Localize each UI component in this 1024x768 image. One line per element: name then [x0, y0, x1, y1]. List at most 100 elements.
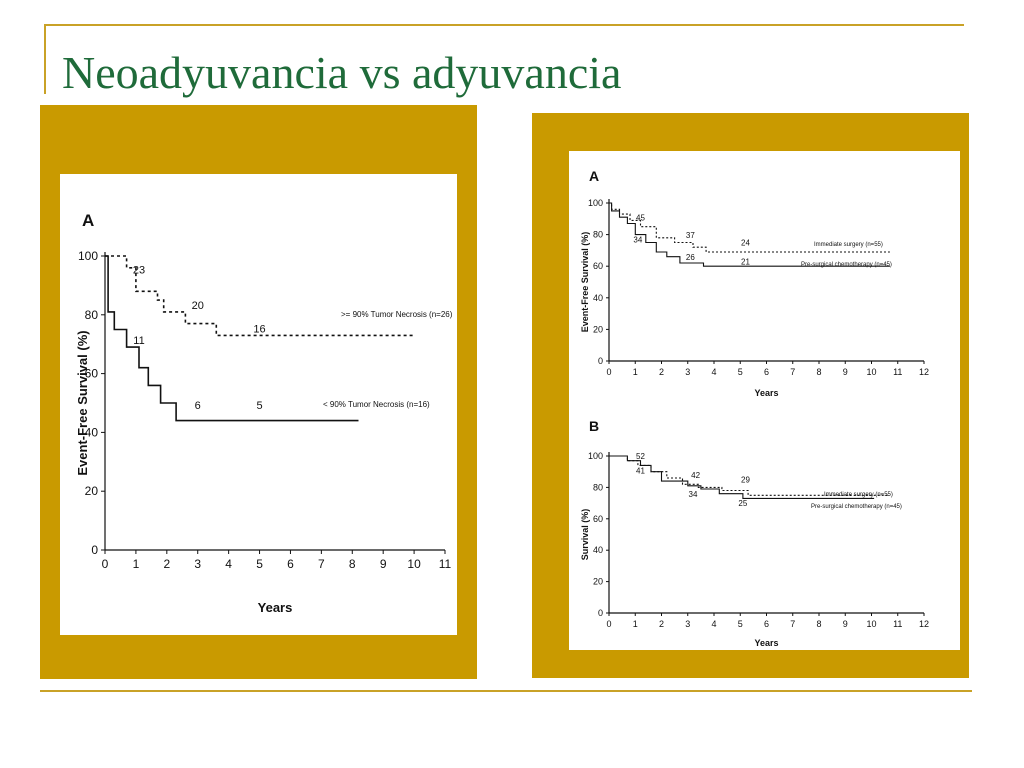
chart-tumor-necrosis: A0 1 2 3 4 5 6 7 8 9 10 11020406080100YearsEvent-Fr… — [75, 211, 453, 615]
at-risk-count: 42 — [691, 471, 700, 480]
right-figure-card: A 0 1 2 3 4 5 6 7 8 9 10 11 12 0 20 40 60 80 100 Years Event-… — [569, 151, 960, 650]
at-risk-count: 34 — [689, 490, 698, 499]
y-tick-label: 100 — [78, 249, 98, 263]
y-tick-label: 80 — [593, 482, 603, 492]
series-legend-label: Immediate surgery (n=55) — [824, 492, 893, 498]
at-risk-count: 25 — [738, 499, 747, 508]
y-tick-label: 0 — [598, 608, 603, 618]
x-tick-label: 9 — [380, 557, 387, 571]
at-risk-count: 11 — [133, 335, 144, 347]
panel-label: A — [589, 168, 599, 184]
top-accent-line — [44, 24, 964, 26]
series-legend-label: >= 90% Tumor Necrosis (n=26) — [341, 310, 453, 319]
x-tick-label: 5 — [738, 367, 743, 377]
x-tick-label: 1 — [133, 557, 140, 571]
series-legend-label: Pre-surgical chemotherapy (n=45) — [801, 262, 892, 268]
series-legend-label: Immediate surgery (n=55) — [814, 242, 883, 248]
x-tick-label: 7 — [790, 619, 795, 629]
series-legend-label: < 90% Tumor Necrosis (n=16) — [323, 400, 430, 409]
at-risk-count: 26 — [686, 253, 695, 262]
x-tick-label: 0 — [606, 619, 611, 629]
at-risk-count: 5 — [256, 400, 262, 412]
x-tick-label: 6 — [764, 619, 769, 629]
right-figure-panel: A 0 1 2 3 4 5 6 7 8 9 10 11 12 0 20 40 60 80 100 Years Event-… — [532, 113, 969, 678]
x-tick-label: 4 — [225, 557, 232, 571]
y-tick-label: 0 — [598, 356, 603, 366]
at-risk-count: 24 — [741, 239, 750, 248]
y-tick-label: 0 — [91, 543, 98, 557]
x-tick-label: 1 — [633, 619, 638, 629]
y-tick-label: 40 — [593, 545, 603, 555]
x-tick-label: 2 — [659, 367, 664, 377]
x-tick-label: 10 — [407, 557, 421, 571]
y-tick-label: 40 — [85, 425, 99, 439]
at-risk-count: 52 — [636, 452, 645, 461]
bottom-accent-line — [40, 690, 972, 692]
x-tick-label: 7 — [318, 557, 325, 571]
x-axis-label: Years — [754, 638, 778, 648]
y-tick-label: 20 — [593, 324, 603, 334]
x-tick-label: 12 — [919, 367, 929, 377]
y-tick-label: 60 — [593, 261, 603, 271]
slide-title: Neoadyuvancia vs adyuvancia — [62, 47, 622, 98]
x-tick-label: 3 — [685, 367, 690, 377]
x-tick-label: 3 — [685, 619, 690, 629]
at-risk-count: 20 — [192, 300, 204, 312]
series-line-solid — [609, 202, 890, 267]
x-tick-label: 8 — [816, 619, 821, 629]
y-tick-label: 100 — [588, 451, 603, 461]
at-risk-count: 34 — [633, 236, 642, 245]
x-tick-label: 11 — [893, 367, 902, 377]
x-tick-label: 6 — [287, 557, 294, 571]
left-figure-panel: A 0 1 2 3 4 5 6 7 8 9 10 11 0 20 40 60 80 100 Years Event-Fr… — [40, 105, 477, 679]
at-risk-count: 23 — [133, 265, 145, 277]
at-risk-count: 6 — [195, 400, 201, 412]
x-axis-label: Years — [258, 600, 293, 615]
x-tick-label: 12 — [919, 619, 929, 629]
y-tick-label: 20 — [85, 484, 99, 498]
x-tick-label: 1 — [633, 367, 638, 377]
panel-label: B — [589, 418, 599, 434]
x-tick-label: 11 — [439, 557, 452, 571]
series-line-solid — [105, 255, 359, 422]
x-tick-label: 9 — [843, 367, 848, 377]
y-tick-label: 100 — [588, 198, 603, 208]
chart-event-free-survival: A0 1 2 3 4 5 6 7 8 9 10 11 12020406080100YearsEvent-… — [580, 168, 929, 398]
left-accent-line — [44, 24, 46, 94]
x-tick-label: 10 — [866, 367, 876, 377]
at-risk-count: 41 — [636, 466, 645, 475]
x-tick-label: 5 — [738, 619, 743, 629]
at-risk-count: 29 — [741, 476, 750, 485]
x-tick-label: 4 — [711, 619, 716, 629]
y-axis-label: Event-Free Survival (%) — [580, 232, 590, 333]
x-tick-label: 10 — [866, 619, 876, 629]
y-tick-label: 40 — [593, 293, 603, 303]
at-risk-count: 21 — [741, 258, 750, 267]
x-tick-label: 8 — [349, 557, 356, 571]
y-tick-label: 80 — [85, 308, 99, 322]
x-tick-label: 2 — [163, 557, 170, 571]
y-axis-label: Event-Free Survival (%) — [75, 330, 90, 475]
at-risk-count: 16 — [253, 323, 265, 335]
x-tick-label: 7 — [790, 367, 795, 377]
x-tick-label: 2 — [659, 619, 664, 629]
x-tick-label: 3 — [194, 557, 201, 571]
x-tick-label: 8 — [816, 367, 821, 377]
series-line-solid — [609, 455, 875, 499]
at-risk-count: 45 — [636, 213, 645, 222]
left-figure-card: A 0 1 2 3 4 5 6 7 8 9 10 11 0 20 40 60 80 100 Years Event-Fr… — [60, 174, 457, 635]
x-tick-label: 0 — [606, 367, 611, 377]
panel-label: A — [82, 211, 94, 230]
x-tick-label: 5 — [256, 557, 263, 571]
y-tick-label: 60 — [85, 367, 99, 381]
x-tick-label: 4 — [711, 367, 716, 377]
chart-overall-survival: B0 1 2 3 4 5 6 7 8 9 10 11 12020406080100YearsSurviv… — [580, 418, 929, 648]
x-tick-label: 9 — [843, 619, 848, 629]
y-tick-label: 60 — [593, 514, 603, 524]
y-tick-label: 80 — [593, 230, 603, 240]
y-tick-label: 20 — [593, 577, 603, 587]
at-risk-count: 37 — [686, 231, 695, 240]
x-tick-label: 0 — [102, 557, 109, 571]
series-legend-label: Pre-surgical chemotherapy (n=45) — [811, 504, 902, 510]
x-tick-label: 6 — [764, 367, 769, 377]
